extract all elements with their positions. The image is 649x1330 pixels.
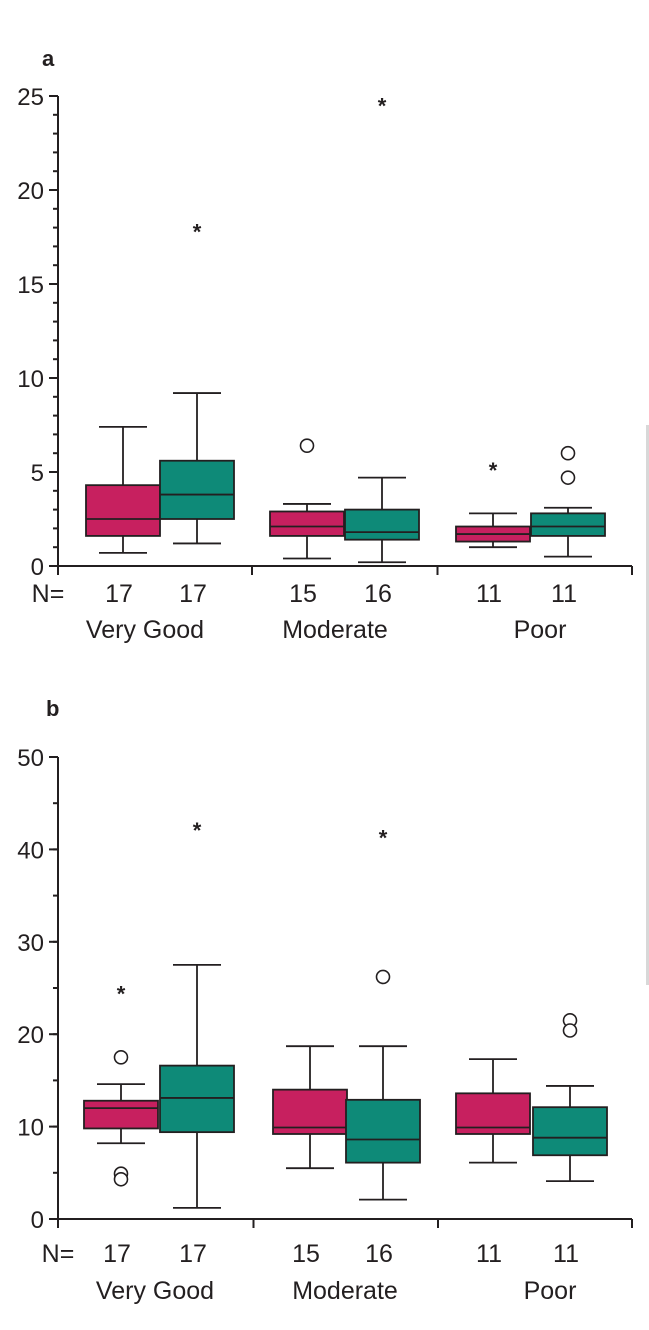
y-tick-label: 30 bbox=[17, 930, 44, 957]
n-prefix-label: N= bbox=[42, 1240, 75, 1268]
box-iqr bbox=[530, 512, 606, 537]
extreme-point: * bbox=[379, 826, 388, 851]
y-tick-label: 40 bbox=[17, 837, 44, 864]
outlier-point bbox=[113, 1050, 129, 1065]
panel-a: a 0 5 10 15 20 25 N= Very Good Moderate Poor 17 15 *… bbox=[17, 46, 633, 644]
n-count-label: 16 bbox=[365, 1240, 393, 1268]
extreme-point: * bbox=[193, 818, 202, 843]
box-iqr bbox=[83, 1099, 159, 1130]
extreme-point: * bbox=[193, 219, 202, 244]
panel-a-label: a bbox=[42, 46, 55, 71]
category-label: Very Good bbox=[96, 1277, 214, 1305]
y-tick-label: 50 bbox=[17, 745, 44, 772]
y-tick-label: 15 bbox=[17, 272, 44, 299]
outlier-point bbox=[562, 1023, 578, 1038]
category-label: Very Good bbox=[86, 616, 204, 644]
y-tick-label: 10 bbox=[17, 366, 44, 393]
page-edge-rule bbox=[646, 425, 649, 985]
category-label: Moderate bbox=[282, 616, 388, 644]
box-iqr bbox=[532, 1106, 608, 1157]
outlier-point bbox=[560, 445, 576, 461]
extreme-point: * bbox=[378, 94, 387, 119]
panel-b: b 0 10 20 30 40 50 N= Very Good Moderate Poor * 17 1… bbox=[17, 696, 633, 1305]
box-iqr bbox=[345, 1098, 421, 1164]
n-count-label: 11 bbox=[476, 1240, 502, 1268]
y-tick-label: 5 bbox=[31, 460, 44, 487]
n-count-label: 17 bbox=[179, 1240, 207, 1268]
outlier-point bbox=[299, 438, 315, 453]
y-tick-label: 20 bbox=[17, 1022, 44, 1049]
box-iqr bbox=[159, 1064, 235, 1134]
y-tick-label: 0 bbox=[31, 1207, 44, 1234]
n-count-label: 11 bbox=[476, 580, 502, 608]
y-tick-label: 25 bbox=[17, 84, 44, 111]
n-prefix-label: N= bbox=[32, 580, 65, 608]
y-tick-label: 0 bbox=[31, 554, 44, 581]
n-count-label: 17 bbox=[105, 580, 133, 608]
n-count-label: 15 bbox=[289, 580, 317, 608]
extreme-point: * bbox=[489, 458, 498, 483]
n-count-label: 11 bbox=[551, 580, 577, 608]
category-label: Poor bbox=[524, 1277, 577, 1305]
category-label: Poor bbox=[514, 616, 567, 644]
n-count-label: 17 bbox=[179, 580, 207, 608]
n-count-label: 16 bbox=[364, 580, 392, 608]
category-label: Moderate bbox=[292, 1277, 398, 1305]
y-tick-label: 10 bbox=[17, 1115, 44, 1142]
panel-b-label: b bbox=[46, 696, 59, 721]
outlier-point bbox=[375, 969, 391, 985]
n-count-label: 17 bbox=[103, 1240, 131, 1268]
box-iqr bbox=[85, 484, 161, 537]
extreme-point: * bbox=[117, 982, 126, 1007]
y-tick-label: 20 bbox=[17, 178, 44, 205]
box-iqr bbox=[159, 459, 235, 520]
n-count-label: 11 bbox=[553, 1240, 579, 1268]
outlier-point bbox=[560, 470, 576, 485]
n-count-label: 15 bbox=[292, 1240, 320, 1268]
outlier-point bbox=[113, 1171, 129, 1187]
box-iqr bbox=[269, 510, 345, 537]
box-iqr bbox=[344, 508, 420, 541]
